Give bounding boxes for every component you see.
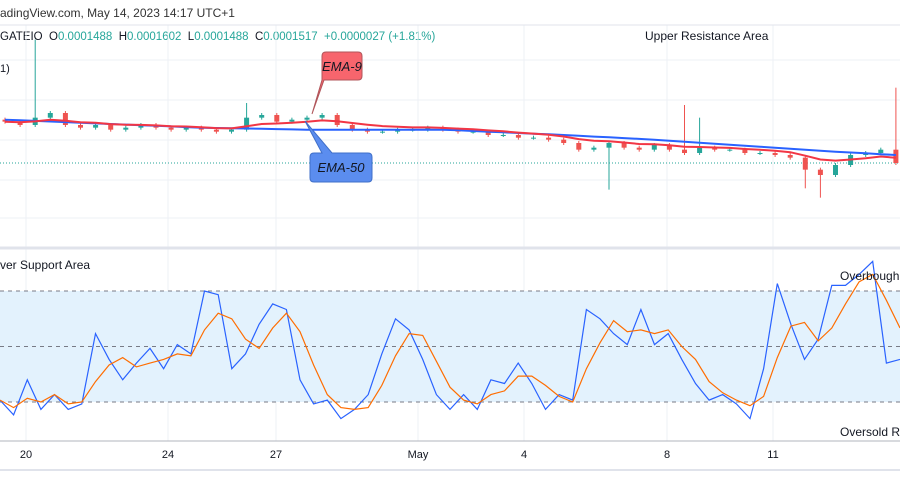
candle-body: [108, 125, 114, 130]
candle-body: [47, 113, 53, 118]
candle-body: [515, 135, 521, 138]
ema9-callout: EMA-9: [311, 51, 363, 115]
oversold-label: Oversold R: [840, 425, 900, 439]
ema50-callout: EMA-50: [304, 120, 373, 183]
candle-body: [349, 125, 355, 130]
candle-body: [787, 155, 793, 158]
candle-body: [817, 169, 823, 175]
low-value: 0.0001488: [194, 31, 249, 43]
candle-body: [531, 137, 536, 139]
candle-body: [591, 147, 597, 150]
x-tick-label: 11: [767, 449, 778, 461]
candle-body: [229, 129, 234, 132]
x-tick-label: 27: [270, 449, 282, 461]
candle-body: [485, 131, 491, 135]
candle-body: [168, 127, 174, 130]
candle-body: [62, 113, 68, 125]
candle-body: [425, 127, 431, 130]
candle-body: [259, 115, 265, 118]
stoch-d-line: [0, 273, 900, 411]
high-label: H: [118, 31, 128, 43]
ohlc-legend: GATEIO O0.0001488 H0.0001602 L0.0001488 …: [0, 31, 435, 43]
lower-support-label: ver Support Area: [0, 258, 90, 272]
candle-body: [123, 127, 129, 130]
candle-body: [712, 147, 718, 150]
candle-body: [138, 125, 144, 128]
candle-body: [78, 125, 83, 128]
candle-body: [93, 125, 99, 128]
x-tick-label: 8: [664, 449, 670, 461]
ema9-line: [4, 118, 896, 162]
candle-body: [606, 143, 612, 148]
overbought-label: Overbough: [840, 269, 899, 283]
candle-body: [319, 115, 325, 118]
candle-body: [334, 115, 340, 125]
candle-body: [833, 165, 838, 175]
candle-body: [244, 117, 250, 130]
candle-body: [636, 147, 642, 150]
candle-body: [304, 117, 310, 120]
x-tick-label: 4: [521, 449, 527, 461]
chart-source-header: adingView.com, May 14, 2023 14:17 UTC+1: [0, 6, 235, 20]
candle-body: [470, 131, 476, 133]
candle-body: [893, 149, 899, 163]
candle-body: [727, 149, 733, 151]
change-value: +0.0000027 (+1.81%): [324, 31, 436, 43]
ema50-callout-text: EMA-50: [318, 160, 366, 175]
x-tick-label: 24: [162, 449, 174, 461]
upper-resistance-label: Upper Resistance Area: [645, 29, 769, 43]
indicator-label: 1): [0, 63, 10, 75]
candle-body: [561, 139, 567, 143]
candle-body: [878, 149, 884, 153]
grid: [0, 25, 900, 441]
candle-body: [621, 143, 627, 148]
candle-body: [576, 143, 582, 150]
candle-body: [500, 135, 506, 136]
candle-body: [802, 157, 808, 170]
candle-body: [274, 115, 280, 122]
symbol-label: GATEIO: [0, 31, 43, 43]
candle-body: [742, 149, 748, 153]
candle-body: [757, 153, 763, 154]
candle-body: [183, 127, 189, 130]
candle-body: [213, 129, 219, 132]
candle-body: [666, 145, 672, 150]
candle-body: [651, 145, 657, 150]
stoch-k-line: [0, 260, 900, 420]
candle-body: [380, 131, 385, 133]
candle-body: [289, 119, 295, 122]
candle-body: [546, 137, 552, 140]
x-tick-label: 20: [20, 449, 32, 461]
candles: [2, 39, 899, 198]
candle-body: [17, 121, 23, 125]
candle-body: [772, 153, 778, 155]
candle-body: [697, 147, 703, 153]
x-tick-label: May: [408, 449, 429, 461]
low-label: L: [187, 31, 195, 43]
open-label: O: [49, 31, 58, 43]
candle-body: [682, 149, 687, 153]
close-label: C: [254, 31, 264, 43]
open-value: 0.0001488: [57, 31, 113, 43]
ema9-callout-text: EMA-9: [322, 59, 362, 74]
close-value: 0.0001517: [263, 31, 318, 43]
